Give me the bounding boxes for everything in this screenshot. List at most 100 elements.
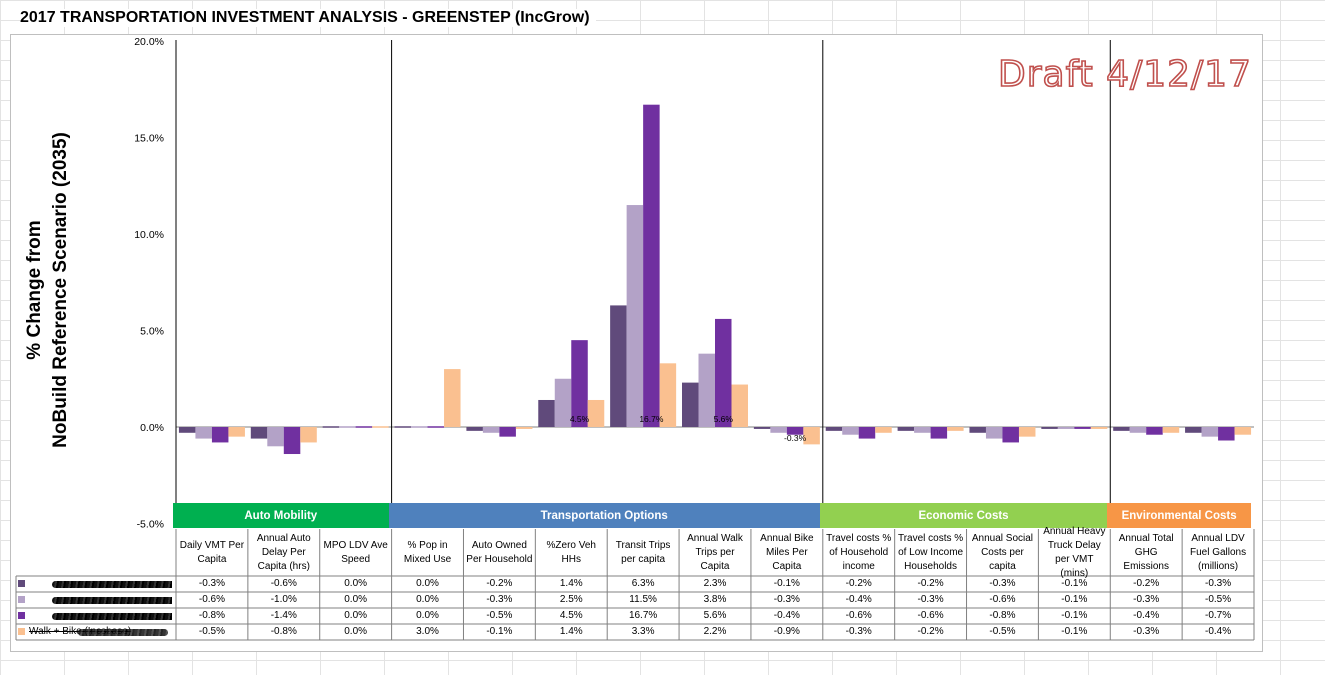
bar-s3-c2: [283, 427, 301, 455]
y-tick-label: -5.0%: [137, 519, 164, 531]
table-cell: -0.8%: [198, 610, 225, 621]
bar-s3-c7: [643, 104, 660, 427]
category-label: Daily VMT Per Capita: [179, 539, 245, 565]
table-cell: -0.5%: [198, 626, 225, 637]
bar-s4-c9: [803, 427, 820, 445]
bar-s2-c11: [914, 427, 931, 433]
table-cell: -0.4%: [1133, 610, 1160, 621]
category-label: Transit Trips per capita: [615, 539, 671, 565]
table-cell: 0.0%: [344, 594, 368, 605]
table-cell: 0.0%: [416, 578, 439, 589]
table-cell: -1.4%: [270, 610, 297, 621]
category-label: % Pop in Mixed Use: [403, 539, 452, 565]
table-cell: -0.2%: [917, 626, 944, 637]
bar-s2-c4: [411, 426, 428, 428]
category-label: Auto Owned Per Household: [466, 539, 533, 565]
bar-s2-c15: [1201, 427, 1219, 437]
table-cell: -0.1%: [486, 626, 513, 637]
table-cell: -0.9%: [773, 626, 800, 637]
bar-s3-c13: [1074, 427, 1091, 429]
table-cell: 4.5%: [559, 610, 583, 621]
redaction-scribble: [52, 597, 172, 604]
bar-s1-c4: [394, 426, 412, 428]
y-tick-label: 20.0%: [134, 36, 164, 48]
legend-row-label: [18, 592, 172, 608]
table-cell: -0.6%: [270, 578, 297, 589]
bar-s4-c11: [947, 427, 964, 431]
table-cell: -0.6%: [989, 594, 1016, 605]
bar-s4-c2: [300, 427, 317, 443]
table-cell: -0.3%: [486, 594, 513, 605]
table-cell: 1.4%: [559, 578, 583, 589]
table-cell: -0.3%: [1133, 594, 1160, 605]
table-cell: -0.5%: [486, 610, 513, 621]
bar-s3-c15: [1218, 427, 1235, 441]
bar-s1-c13: [1041, 427, 1058, 429]
category-label: Travel costs % of Household income: [826, 532, 892, 572]
table-cell: -0.3%: [1133, 626, 1160, 637]
bar-s1-c7: [610, 305, 627, 427]
bar-s1-c2: [250, 427, 268, 439]
bar-s4-c14: [1162, 427, 1180, 433]
bar-s2-c7: [626, 205, 644, 427]
bar-s4-c13: [1090, 427, 1108, 429]
group-header: Environmental Costs: [1107, 503, 1251, 528]
table-cell: -0.1%: [773, 578, 800, 589]
table-cell: 5.6%: [703, 610, 727, 621]
table-cell: -0.8%: [270, 626, 297, 637]
bar-s1-c8: [682, 382, 699, 427]
table-cell: -0.3%: [989, 578, 1016, 589]
draft-watermark: Draft 4/12/17: [997, 53, 1252, 96]
table-cell: 0.0%: [344, 610, 368, 621]
bar-s1-c11: [897, 427, 915, 431]
category-label: Annual Heavy Truck Delay per VMT (mins): [1043, 525, 1106, 579]
bar-s2-c9: [770, 427, 787, 433]
table-cell: -0.6%: [917, 610, 944, 621]
bar-s4-c3: [372, 426, 389, 428]
bar-s1-c5: [466, 427, 483, 431]
bar-s1-c14: [1113, 427, 1130, 431]
category-label: Travel costs % of Low Income Households: [897, 532, 964, 572]
data-label: -0.3%: [784, 433, 807, 443]
group-header: Transportation Options: [388, 503, 820, 528]
group-header: Economic Costs: [819, 503, 1108, 528]
table-cell: 1.4%: [559, 626, 583, 637]
table-cell: -0.6%: [845, 610, 872, 621]
bar-s3-c10: [858, 427, 876, 439]
bar-s3-c6: [571, 340, 588, 427]
table-cell: -0.1%: [1061, 610, 1088, 621]
category-label: Annual Walk Trips per Capita: [687, 532, 743, 572]
y-tick-label: 0.0%: [140, 422, 164, 434]
table-cell: -0.4%: [845, 594, 872, 605]
table-cell: 6.3%: [631, 578, 655, 589]
bar-s3-c5: [499, 427, 516, 437]
bar-s3-c11: [930, 427, 948, 439]
table-cell: 0.0%: [344, 626, 368, 637]
table-cell: -0.3%: [845, 626, 872, 637]
table-cell: -0.2%: [1133, 578, 1160, 589]
table-cell: -0.4%: [773, 610, 800, 621]
bar-s4-c10: [875, 427, 892, 433]
table-cell: -0.3%: [1204, 578, 1232, 589]
data-label: 5.6%: [714, 414, 734, 424]
bar-s4-c6: [587, 399, 605, 427]
table-cell: -0.1%: [1061, 626, 1088, 637]
bar-s2-c8: [698, 353, 715, 427]
bar-s1-c10: [825, 427, 843, 431]
bar-s4-c15: [1234, 427, 1252, 435]
table-cell: -0.7%: [1204, 610, 1232, 621]
table-cell: 16.7%: [628, 610, 658, 621]
category-label: Annual Social Costs per capita: [971, 532, 1034, 572]
table-cell: 0.0%: [416, 594, 439, 605]
table-cell: 0.0%: [416, 610, 439, 621]
bar-s2-c13: [1057, 427, 1075, 429]
bar-s1-c6: [538, 399, 555, 427]
bar-s1-c3: [322, 426, 340, 428]
category-label: Annual Auto Delay Per Capita (hrs): [256, 532, 311, 572]
bar-s4-c1: [228, 427, 245, 437]
y-tick-label: 5.0%: [140, 326, 164, 338]
category-label: %Zero Veh HHs: [546, 539, 596, 565]
bar-s2-c5: [482, 427, 500, 433]
bar-s2-c3: [339, 426, 356, 428]
